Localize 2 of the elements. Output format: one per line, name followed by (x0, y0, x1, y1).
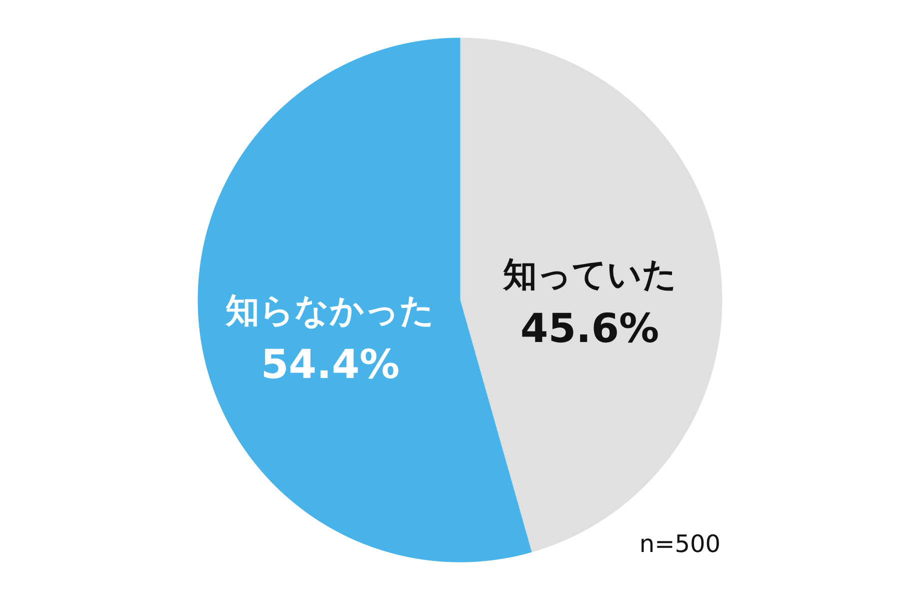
text: n=500 (639, 530, 721, 558)
pie-slice (460, 38, 722, 552)
